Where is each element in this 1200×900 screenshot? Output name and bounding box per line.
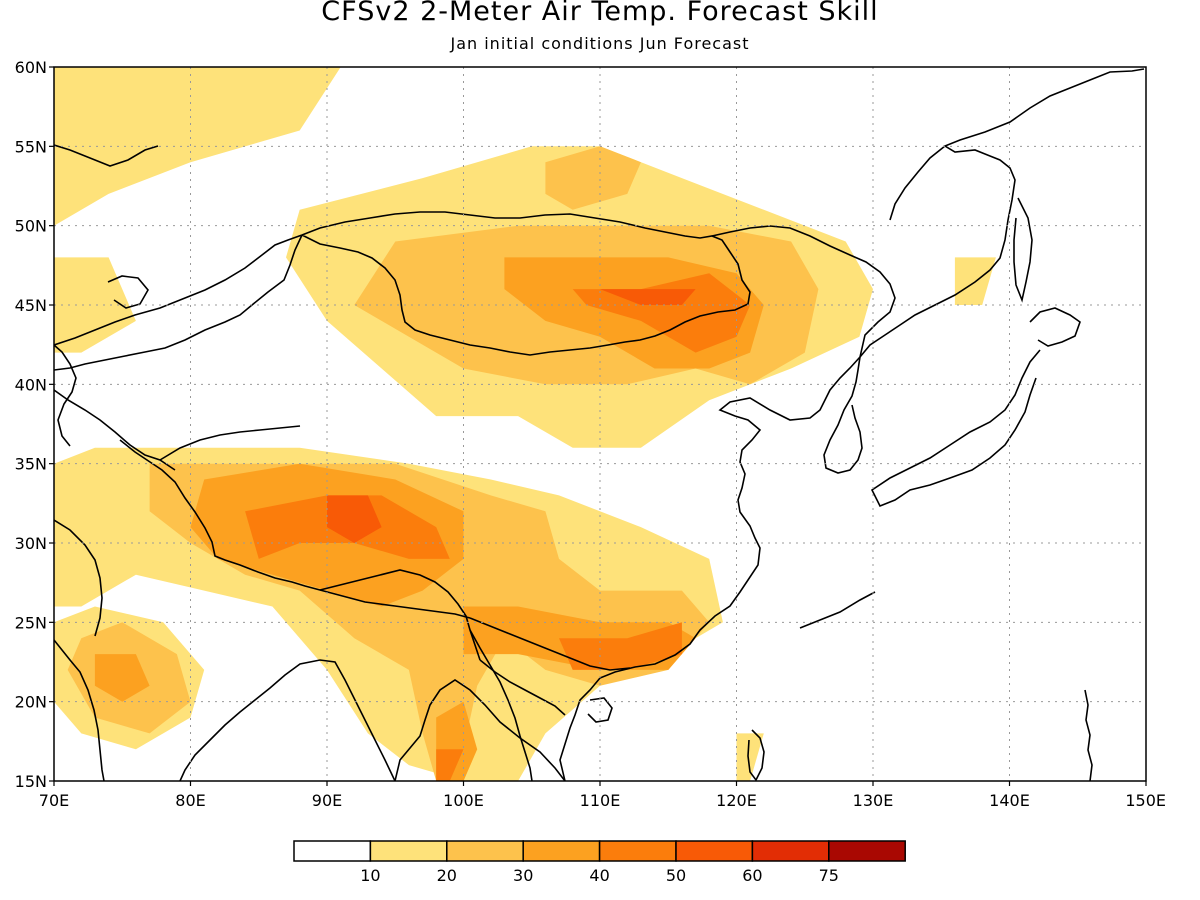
lon-tick-label: 150E: [1125, 791, 1166, 810]
lon-tick-label: 140E: [989, 791, 1030, 810]
lon-tick-label: 70E: [39, 791, 69, 810]
map-title: CFSv2 2-Meter Air Temp. Forecast Skill: [321, 0, 879, 27]
legend-swatch: [675, 840, 754, 862]
skill-region-50-20: [600, 289, 696, 305]
skill-region-30-15: [94, 654, 150, 702]
coastline-arctic-bay: [54, 144, 159, 167]
map-subtitle: Jan initial conditions Jun Forecast: [450, 34, 750, 53]
legend-label: 30: [513, 866, 533, 885]
border-india-west: [54, 519, 103, 637]
lon-tick-label: 120E: [716, 791, 757, 810]
coastline-india-west: [54, 639, 105, 781]
coastline-okhotsk: [889, 145, 946, 221]
lat-tick-label: 20N: [15, 693, 47, 712]
legend-label: 10: [360, 866, 380, 885]
coastlines: [54, 68, 1145, 781]
lon-tick-label: 110E: [580, 791, 621, 810]
lon-tick-label: 80E: [175, 791, 205, 810]
legend-swatch: [751, 840, 830, 862]
lat-tick-label: 30N: [15, 534, 47, 553]
grid-lines: [54, 67, 1146, 781]
legend-swatch: [293, 840, 372, 862]
coastline-japan-honshu: [870, 349, 1041, 508]
border-kazakhstan-china: [54, 234, 303, 371]
border-india-pakistan: [54, 389, 176, 471]
coastline-caspian: [54, 344, 77, 447]
coastline-taiwan: [747, 729, 765, 781]
lat-tick-label: 60N: [15, 58, 47, 77]
border-central-asia: [159, 425, 301, 461]
coastline-sakhalin: [1013, 197, 1033, 303]
skill-region-50-21: [327, 495, 382, 543]
coastline-east-asia: [559, 68, 1145, 781]
lat-tick-label: 50N: [15, 217, 47, 236]
border-china-russia-northeast: [711, 225, 896, 358]
coastline-hainan: [587, 697, 613, 723]
coastline-hokkaido: [1029, 307, 1081, 347]
coastline-indochina: [394, 679, 566, 781]
lon-tick-label: 100E: [443, 791, 484, 810]
border-tibet-south: [119, 439, 471, 619]
skill-region-10-1: [54, 257, 136, 353]
border-russia-kazakhstan: [54, 234, 303, 346]
skill-region-10-0: [54, 67, 341, 226]
legend-label: 75: [819, 866, 839, 885]
coastline-philippines: [1084, 689, 1093, 781]
coastline-bay-of-bengal: [179, 659, 396, 781]
legend-label: 20: [437, 866, 457, 885]
skill-regions: [54, 67, 996, 781]
legend-swatch: [446, 840, 524, 862]
legend-label: 40: [589, 866, 609, 885]
skill-region-20-8: [545, 146, 641, 210]
skill-region-40-19: [436, 749, 464, 781]
coastline-aral: [107, 275, 149, 309]
colorbar-legend: 10 20 30 40 50 60 75: [293, 840, 906, 885]
lat-tick-label: 15N: [15, 772, 47, 791]
border-burma-thailand: [469, 629, 533, 781]
border-laos-vietnam: [479, 659, 566, 716]
legend-label: 60: [742, 866, 762, 885]
lat-tick-label: 35N: [15, 455, 47, 474]
legend-swatch: [369, 840, 448, 862]
legend-swatch: [828, 840, 906, 862]
lon-tick-label: 130E: [853, 791, 894, 810]
skill-region-40-18: [559, 622, 682, 670]
border-mongolia: [301, 211, 751, 356]
lon-tick-label: 90E: [312, 791, 342, 810]
borders: [54, 211, 896, 781]
coastline-ryukyu: [799, 591, 876, 629]
legend-swatch: [598, 840, 677, 862]
coastline-korea: [823, 356, 863, 474]
skill-region-10-6: [736, 733, 764, 781]
lat-tick-label: 45N: [15, 296, 47, 315]
legend-swatch: [522, 840, 601, 862]
border-china-vietnam: [469, 617, 631, 671]
lat-tick-label: 25N: [15, 613, 47, 632]
lat-tick-label: 55N: [15, 137, 47, 156]
lat-tick-label: 40N: [15, 375, 47, 394]
axis-ticks: 15N 20N 25N 30N 35N 40N 45N 50N 55N 60N 70E 80E 90E 1…: [15, 58, 1166, 810]
legend-label: 50: [666, 866, 686, 885]
